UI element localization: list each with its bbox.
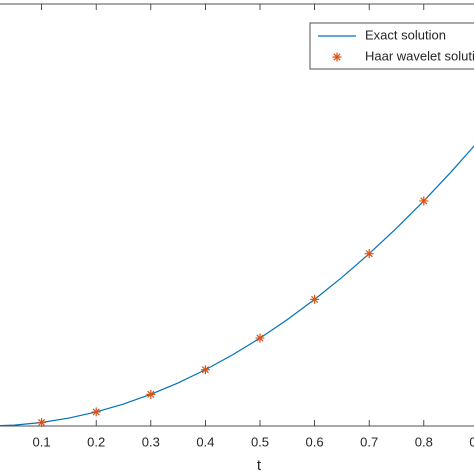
x-tick-label: 0.1 [33, 434, 51, 449]
data-point [200, 365, 210, 375]
x-tick-label: 0.7 [360, 434, 378, 449]
marker-shape [37, 417, 47, 427]
legend-label: Haar wavelet solution [365, 48, 474, 63]
x-tick-label: 0.2 [87, 434, 105, 449]
data-point [310, 294, 320, 304]
x-axis-label: t [257, 457, 262, 474]
x-tick-label: 0.5 [251, 434, 269, 449]
data-point [37, 417, 47, 427]
marker-shape [310, 294, 320, 304]
x-tick-label: 0.3 [142, 434, 160, 449]
data-point [255, 333, 265, 343]
x-tick-label: 0.9 [469, 434, 474, 449]
marker-shape [200, 365, 210, 375]
data-point [364, 249, 374, 259]
marker-shape [332, 52, 342, 62]
x-tick-label: 0.4 [196, 434, 214, 449]
x-tick-label: 0.6 [306, 434, 324, 449]
x-tick-label: 0.8 [415, 434, 433, 449]
data-point [91, 407, 101, 417]
legend-swatch [332, 52, 342, 62]
marker-shape [91, 407, 101, 417]
data-point [419, 196, 429, 206]
marker-shape [255, 333, 265, 343]
marker-shape [364, 249, 374, 259]
marker-shape [419, 196, 429, 206]
plot-area [0, 3, 474, 427]
marker-shape [146, 389, 156, 399]
legend-label: Exact solution [365, 27, 446, 42]
data-point [146, 389, 156, 399]
